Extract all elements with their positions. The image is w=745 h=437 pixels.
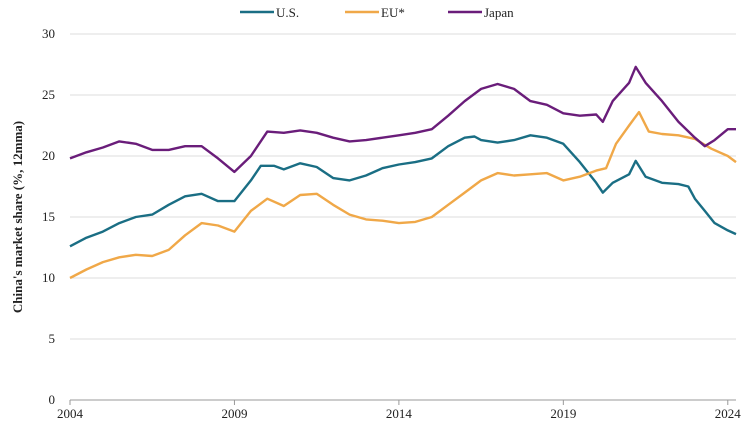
series-line-eu bbox=[69, 110, 737, 280]
gridlines bbox=[70, 33, 736, 340]
series-lines bbox=[69, 65, 737, 280]
legend-label: U.S. bbox=[276, 5, 299, 20]
y-tick-label: 15 bbox=[42, 209, 55, 224]
y-tick-label: 5 bbox=[49, 331, 56, 346]
y-tick-label: 20 bbox=[42, 148, 55, 163]
x-axis: 2004 2009 2014 2019 2024 bbox=[57, 399, 742, 421]
legend-label: Japan bbox=[484, 5, 514, 20]
y-tick-label: 10 bbox=[42, 270, 55, 285]
legend: U.S. EU* Japan bbox=[240, 5, 514, 20]
x-tick-label: 2009 bbox=[221, 406, 247, 421]
series-line-us bbox=[69, 134, 737, 248]
y-tick-label: 0 bbox=[49, 392, 56, 407]
legend-label: EU* bbox=[381, 5, 405, 20]
x-tick-label: 2024 bbox=[715, 406, 742, 421]
y-tick-label: 30 bbox=[42, 26, 55, 41]
x-tick-label: 2004 bbox=[57, 406, 84, 421]
y-tick-label: 25 bbox=[42, 87, 55, 102]
series-line-japan bbox=[69, 65, 736, 174]
y-axis-label: China's market share (%, 12mma) bbox=[10, 121, 25, 313]
x-tick-label: 2019 bbox=[550, 406, 576, 421]
x-tick-label: 2014 bbox=[386, 406, 413, 421]
y-axis: 0 5 10 15 20 25 30 bbox=[42, 26, 55, 407]
